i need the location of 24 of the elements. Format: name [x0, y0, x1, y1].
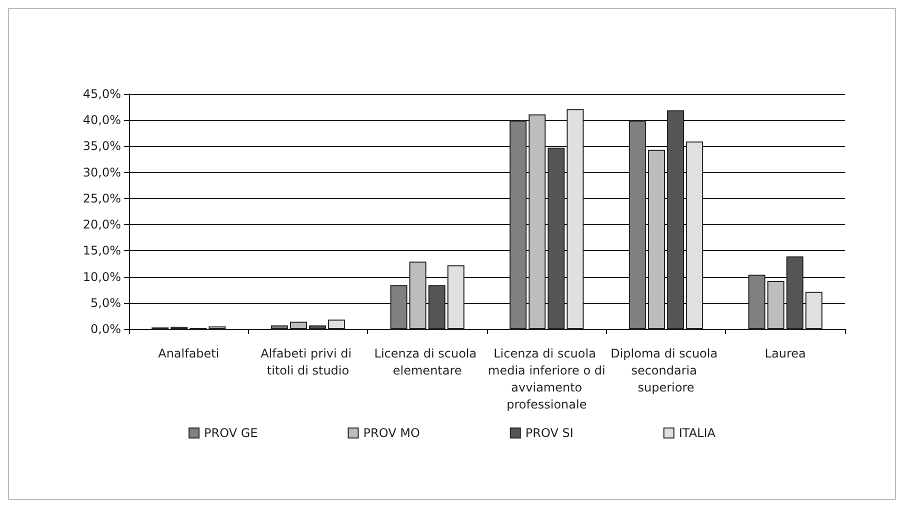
legend-label: PROV GE [204, 426, 258, 440]
bar [328, 320, 346, 329]
y-tick-label: 35,0% [82, 139, 121, 154]
y-tick-label: 30,0% [82, 165, 121, 180]
legend-label: ITALIA [678, 426, 716, 440]
x-tick-label: Alfabeti privi di titoli di studio [260, 346, 356, 378]
y-tick-label: 0,0% [90, 322, 121, 336]
y-tick-label: 25,0% [82, 191, 121, 206]
y-tick-label: 45,0% [82, 87, 121, 101]
y-tick-label: 20,0% [82, 218, 121, 232]
bar [309, 325, 326, 329]
legend-label: PROV MO [363, 426, 420, 440]
x-tick-label: Licenza di scuola elementare [374, 346, 480, 378]
bar [290, 322, 307, 329]
legend-label: PROV SI [525, 426, 574, 440]
bar [270, 325, 288, 329]
y-tick-label: 10,0% [82, 270, 121, 284]
x-tick-label: Diploma di scuola secondaria superiore [610, 346, 722, 394]
y-tick-label: 40,0% [82, 113, 121, 128]
y-tick-label: 15,0% [82, 244, 121, 258]
x-tick-label: Licenza di scuola media inferiore o di avviamento professionale [488, 346, 606, 412]
x-tick-label: Laurea [764, 346, 806, 360]
y-tick-label: 5,0% [90, 296, 121, 310]
x-tick-label: Analfabeti [158, 346, 220, 360]
